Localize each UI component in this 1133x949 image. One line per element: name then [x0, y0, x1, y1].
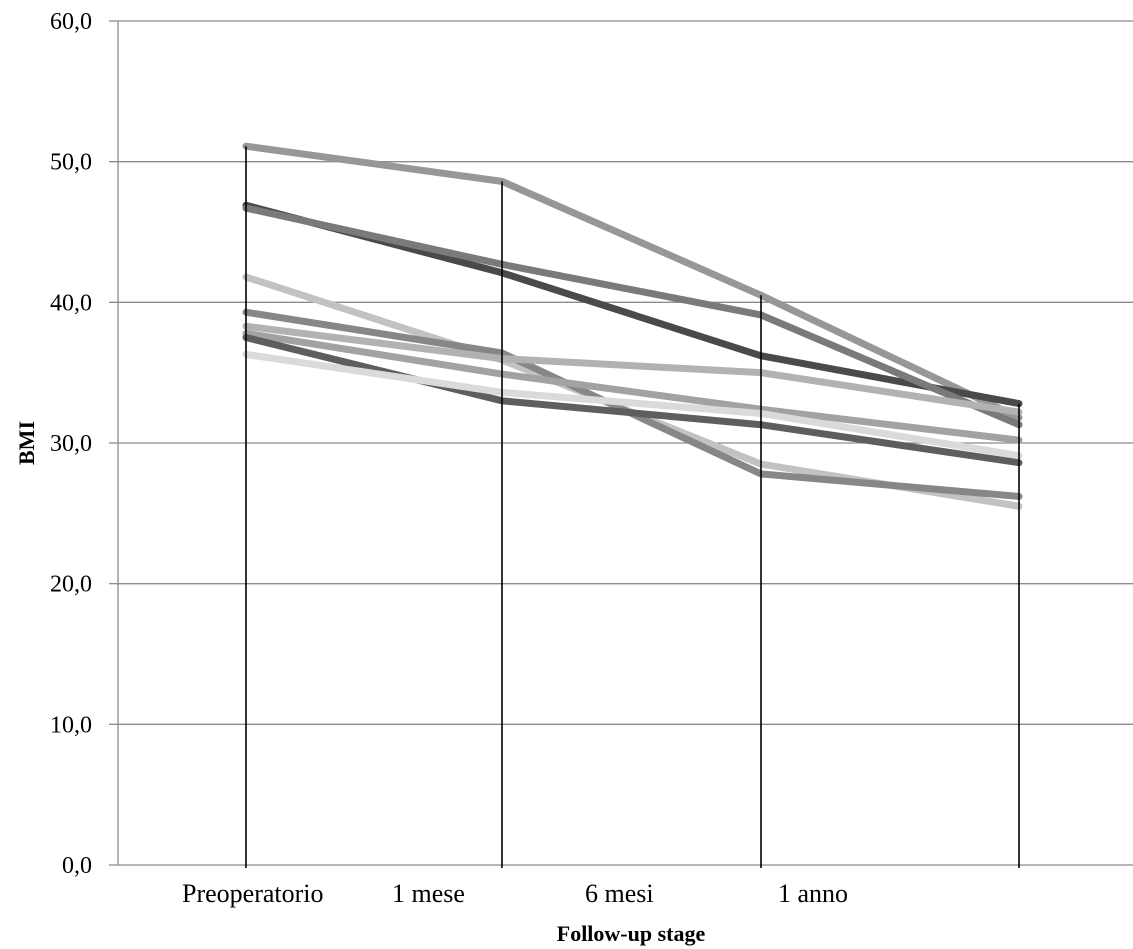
x-axis-title: Follow-up stage	[557, 921, 706, 946]
series-line-7	[242, 329, 1023, 444]
x-category-label: 1 mese	[392, 879, 465, 908]
y-tick-label: 60,0	[50, 9, 92, 35]
series-line-6	[242, 322, 1023, 416]
y-axis-title: BMI	[14, 421, 39, 465]
x-category-label: 6 mesi	[585, 879, 654, 908]
y-tick-label: 50,0	[50, 150, 92, 176]
y-tick-label: 0,0	[62, 853, 92, 879]
x-category-label: 1 anno	[778, 879, 848, 908]
series-line-3	[242, 204, 1023, 429]
y-tick-label: 40,0	[50, 290, 92, 316]
series-line-1	[242, 142, 1023, 422]
y-tick-label: 10,0	[50, 712, 92, 738]
category-label-box	[165, 868, 1133, 923]
y-tick-label: 20,0	[50, 572, 92, 598]
series-line-9	[242, 350, 1023, 460]
series-line-8	[242, 334, 1023, 467]
x-category-label: Preoperatorio	[182, 879, 324, 908]
y-tick-label: 30,0	[50, 431, 92, 457]
